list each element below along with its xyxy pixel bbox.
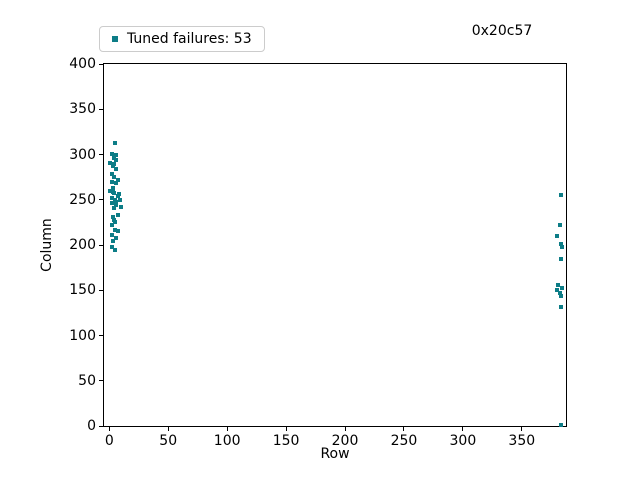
scatter-point [109,244,114,249]
scatter-point [109,223,114,228]
x-tick-label: 350 [508,433,536,449]
scatter-point [115,229,120,234]
scatter-point [559,244,564,249]
scatter-point [109,151,114,156]
y-tick-label: 350 [69,101,96,118]
legend-label: Tuned failures: 53 [127,31,252,47]
y-tick-mark [99,63,103,65]
x-tick-mark [344,427,346,431]
scatter-point [114,235,119,240]
x-axis-label: Row [320,446,350,462]
scatter-point [114,181,119,186]
scatter-point [119,204,124,209]
scatter-point [559,285,564,290]
scatter-point [558,242,563,247]
scatter-point [114,166,119,171]
scatter-point [112,191,117,196]
scatter-point [114,157,119,162]
x-tick-label: 250 [390,433,418,449]
scatter-point [558,193,563,198]
y-tick-label: 150 [69,282,96,299]
y-tick-label: 400 [69,56,96,72]
scatter-point [109,195,114,200]
scatter-point [109,201,114,206]
y-tick-mark [99,244,103,246]
scatter-point [558,257,563,262]
y-tick-label: 100 [69,327,96,344]
x-tick-label: 300 [449,433,477,449]
x-tick-mark [226,427,228,431]
y-tick-mark [99,154,103,155]
scatter-point [110,185,115,190]
x-tick-mark [462,427,464,431]
x-tick-mark [108,427,110,431]
y-tick-label: 200 [69,237,96,253]
x-tick-label: 0 [104,433,114,449]
scatter-point [110,214,115,219]
scatter-point [117,197,122,202]
scatter-point [114,153,119,158]
scatter-point [115,213,120,218]
y-tick-label: 250 [69,191,96,208]
scatter-point [558,293,563,298]
scatter-point [109,179,114,184]
scatter-point [109,172,114,177]
y-tick-mark [99,425,103,427]
scatter-point [555,288,560,293]
scatter-point [115,177,120,182]
scatter-point [108,188,113,193]
x-tick-mark [167,427,169,431]
plot-area: 0 50 100 150 200 250 300 350 0 50 100 150 200 250 300 3… [69,56,567,449]
scatter-point [109,233,114,238]
legend: Tuned failures: 53 [99,26,265,52]
y-tick-label: 0 [87,418,96,434]
scatter-point [556,282,561,287]
x-tick-label: 100 [213,433,241,449]
scatter-point [557,290,562,295]
y-tick-mark [99,289,103,291]
legend-marker-square-icon [112,36,118,42]
scatter-point [113,220,118,225]
scatter-point [112,205,117,210]
y-tick-label: 300 [69,146,96,163]
x-tick-label: 150 [272,433,300,449]
scatter-point [558,423,563,428]
chart-title: 0x20c57 [471,23,533,39]
y-tick-mark [99,380,103,382]
scatter-point [113,247,118,252]
y-axis-label: Column [39,218,55,272]
y-tick-mark [99,108,103,110]
scatter-point [110,239,115,244]
scatter-point [555,233,560,238]
x-tick-mark [403,427,405,431]
scatter-point [114,199,119,204]
x-tick-label: 50 [159,433,178,449]
y-tick-mark [99,335,103,336]
scatter-point [114,203,119,208]
y-tick-label: 50 [78,372,96,389]
x-tick-mark [285,427,287,431]
scatter-point [558,305,563,310]
scatter-point [108,160,113,165]
scatter-point [112,161,117,166]
scatter-point [112,156,117,161]
scatter-point [112,217,117,222]
y-tick-mark [99,199,103,201]
x-tick-mark [521,427,523,431]
x-tick-label: 200 [331,433,359,449]
scatter-point [113,140,118,145]
scatter-point [110,164,115,169]
scatter-point [115,194,120,199]
scatter-point [557,223,562,228]
scatter-point [113,227,118,232]
scatter-point [112,175,117,180]
